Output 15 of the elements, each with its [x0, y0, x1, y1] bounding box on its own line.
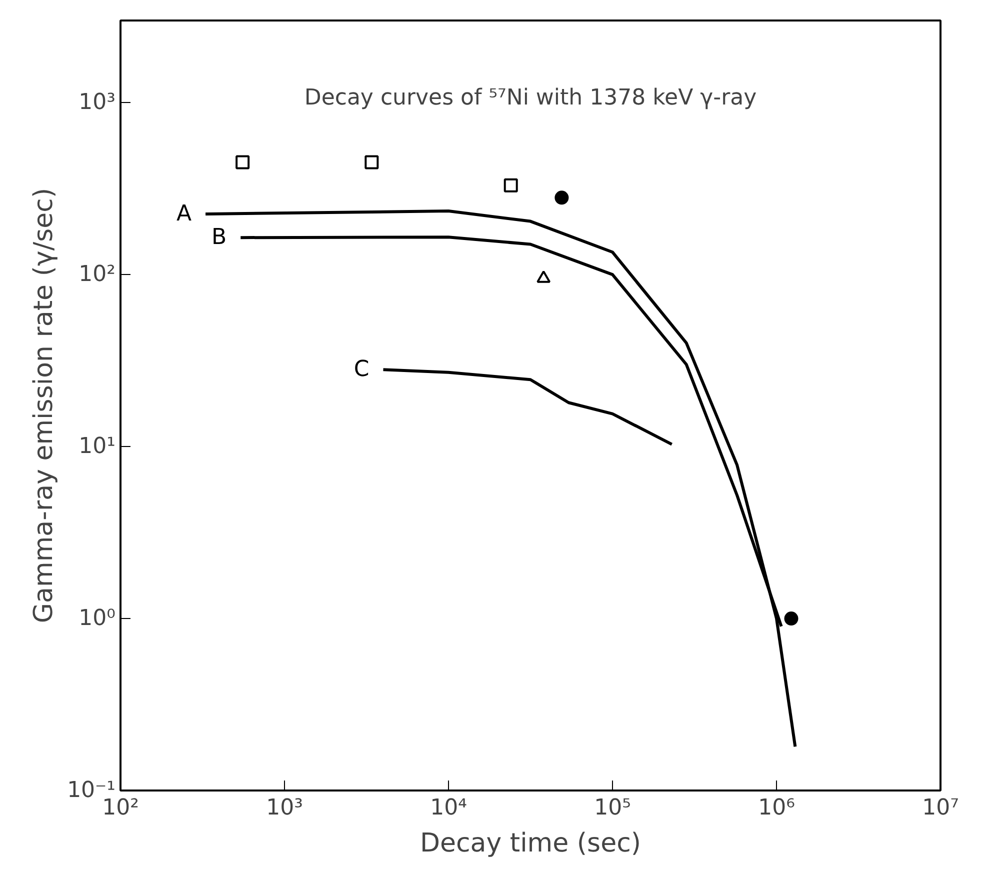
y-tick-label: 10³	[78, 90, 116, 116]
x-tick-label: 10⁴	[430, 796, 468, 820]
y-axis-title: Gamma-ray emission rate (γ/sec)	[29, 188, 60, 624]
y-tick-label: 10²	[78, 262, 116, 288]
x-tick-label: 10⁶	[758, 796, 796, 820]
x-tick-label: 10⁷	[922, 796, 959, 820]
x-tick-label: 10⁵	[594, 796, 631, 820]
y-tick-label: 10¹	[78, 434, 116, 460]
x-tick-label: 10³	[266, 796, 303, 820]
text: Decay curves of ⁵⁷Ni with 1378 keV γ-ray	[304, 85, 757, 110]
series-label: C	[354, 357, 370, 382]
series-label: A	[176, 201, 192, 226]
series-label: B	[212, 225, 227, 250]
y-tick-label: 10⁰	[78, 606, 116, 632]
x-axis-title: Decay time (sec)	[420, 828, 642, 858]
